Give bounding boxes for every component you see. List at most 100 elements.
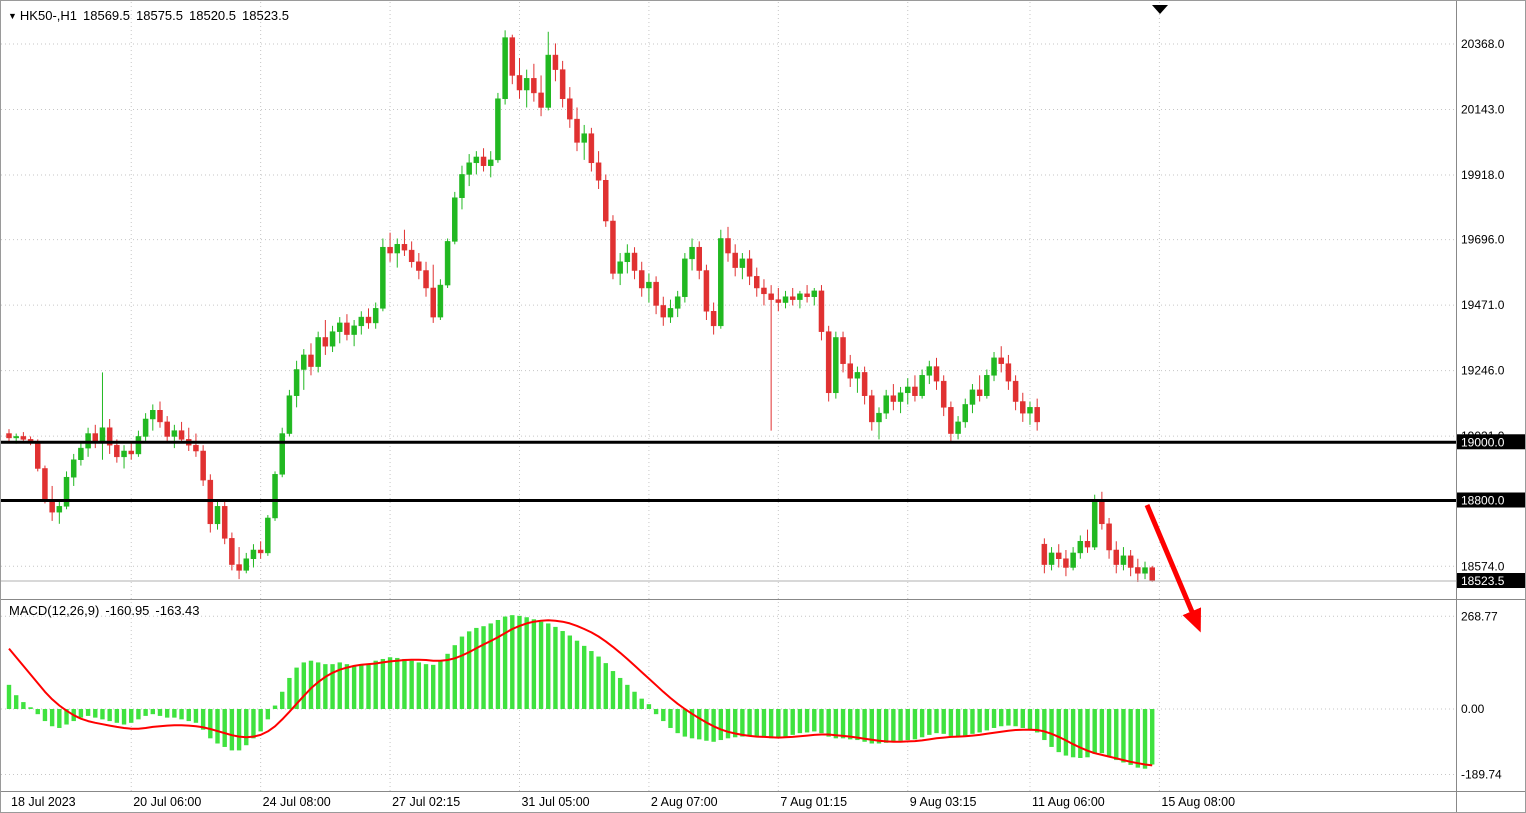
- macd-bar: [919, 709, 925, 738]
- candle: [789, 287, 796, 306]
- candle: [150, 404, 156, 431]
- price-axis[interactable]: 20368.0 20143.0 19918.0 19696.0 19471.0 19246…: [1457, 37, 1526, 781]
- macd-bar: [416, 662, 422, 709]
- macd-bar: [891, 709, 896, 742]
- macd-bar: [927, 709, 932, 735]
- candle: [797, 290, 803, 309]
- macd-bar: [546, 623, 551, 709]
- macd-bar: [963, 709, 968, 736]
- macd-bar: [603, 663, 608, 709]
- macd-bar: [1013, 709, 1018, 727]
- candle: [833, 331, 839, 399]
- candle: [1070, 547, 1076, 571]
- macd-bar: [308, 660, 314, 709]
- candle: [106, 418, 113, 454]
- macd-bar: [172, 709, 177, 718]
- candle: [876, 407, 882, 440]
- macd-bar: [409, 660, 414, 709]
- macd-bar: [445, 653, 450, 709]
- candle: [861, 366, 868, 405]
- candle: [682, 253, 688, 303]
- candle: [718, 229, 724, 329]
- candle: [646, 273, 652, 303]
- candle: [193, 433, 199, 457]
- macd-name: MACD(12,26,9): [9, 603, 100, 618]
- macd-bar: [438, 660, 443, 709]
- candle: [1012, 375, 1019, 411]
- macd-bar: [143, 709, 148, 716]
- time-axis-label: 20 Jul 06:00: [133, 795, 201, 809]
- candle: [35, 439, 41, 472]
- macd-axis-label: -189.74: [1461, 767, 1502, 781]
- candle: [631, 247, 638, 280]
- time-axis[interactable]: 18 Jul 2023 20 Jul 06:00 24 Jul 08:00 27 Ju…: [11, 795, 1235, 809]
- macd-bar: [776, 709, 781, 739]
- candle: [1063, 550, 1069, 577]
- macd-bar: [114, 709, 120, 723]
- macd-bar: [625, 684, 630, 709]
- macd-bar: [366, 664, 371, 709]
- candle: [559, 60, 566, 108]
- candle: [940, 375, 947, 417]
- candle: [279, 427, 285, 478]
- macd-bar: [840, 709, 846, 739]
- candle: [1077, 535, 1084, 559]
- macd-bar: [912, 709, 918, 740]
- macd-bar: [869, 709, 874, 744]
- macd-bar: [984, 709, 990, 731]
- price-axis-label: 19696.0: [1461, 233, 1505, 247]
- macd-bar: [474, 627, 479, 709]
- candle: [6, 429, 12, 443]
- candle: [1027, 401, 1033, 425]
- candle: [754, 267, 760, 297]
- price-axis-label: 18574.0: [1461, 559, 1505, 573]
- candle: [955, 416, 961, 440]
- candle: [854, 366, 861, 393]
- candle: [1020, 392, 1026, 422]
- candle: [1149, 565, 1155, 582]
- candle: [991, 352, 997, 382]
- macd-bar: [351, 665, 357, 709]
- trend-arrow-annotation[interactable]: [1144, 504, 1202, 633]
- candle: [739, 253, 746, 280]
- macd-bar: [725, 709, 731, 739]
- candle: [638, 261, 645, 297]
- candle: [775, 287, 782, 312]
- ohlc-low: 18520.5: [189, 8, 236, 23]
- macd-bar: [553, 626, 558, 709]
- macd-bar: [876, 709, 882, 744]
- macd-bar: [1078, 709, 1083, 758]
- macd-bar: [524, 617, 529, 709]
- symbol-collapse-icon[interactable]: ▼: [8, 11, 17, 21]
- candle: [653, 276, 659, 315]
- macd-bar: [668, 709, 673, 728]
- candle: [825, 325, 832, 402]
- macd-bar: [129, 709, 134, 723]
- macd-bar: [323, 664, 328, 709]
- ohlc-open: 18569.5: [83, 8, 130, 23]
- macd-bar: [236, 709, 242, 751]
- macd-bar: [797, 709, 803, 734]
- candle: [883, 389, 889, 419]
- macd-bar: [373, 660, 378, 709]
- candle: [768, 285, 774, 431]
- candle: [1135, 558, 1141, 583]
- macd-bar: [35, 709, 40, 715]
- macd-bar: [136, 709, 141, 720]
- candle: [869, 389, 875, 431]
- macd-bar: [337, 662, 342, 709]
- chart-shift-marker-icon[interactable]: [1152, 5, 1168, 14]
- macd-bar: [1106, 709, 1112, 757]
- macd-bar: [589, 651, 594, 709]
- macd-bar: [898, 709, 903, 741]
- candle: [890, 384, 897, 411]
- candle: [78, 442, 84, 466]
- macd-bar: [1027, 709, 1033, 730]
- candle: [387, 232, 393, 262]
- macd-bar: [222, 709, 227, 747]
- macd-bar: [955, 709, 961, 737]
- macd-bar: [689, 709, 695, 739]
- candle: [840, 331, 846, 373]
- candle: [380, 238, 386, 312]
